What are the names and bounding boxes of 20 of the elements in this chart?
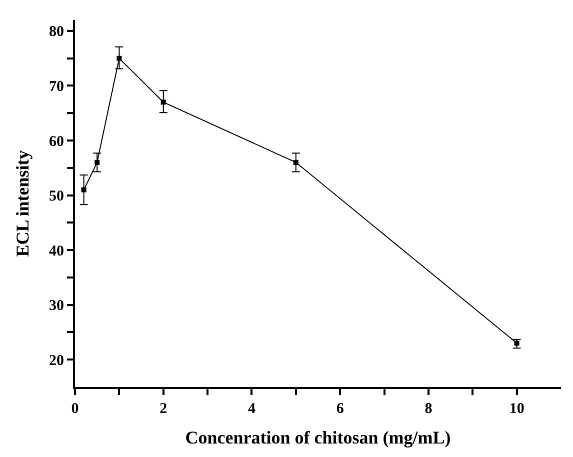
x-axis-title: Concenration of chitosan (mg/mL) [185,428,451,448]
x-tick-label: 4 [248,401,256,417]
point [94,160,100,165]
y-tick-label: 30 [49,298,64,314]
point [293,160,298,165]
x-tick-label: 0 [71,401,79,417]
y-axis-title: ECL intensity [12,150,33,257]
y-tick-label: 50 [49,188,64,205]
y-tick-label: 80 [49,24,64,40]
x-tick-label: 6 [336,401,344,417]
x-tick-label: 10 [509,401,524,417]
x-tick-label: 8 [424,401,432,417]
y-tick-label: 70 [49,78,64,95]
point [160,100,166,105]
point [116,56,122,61]
y-tick-label: 20 [49,352,64,369]
y-tick-label: 60 [49,134,64,150]
x-tick-label: 2 [160,401,168,417]
point [81,187,86,192]
y-tick-label: 40 [49,243,64,260]
